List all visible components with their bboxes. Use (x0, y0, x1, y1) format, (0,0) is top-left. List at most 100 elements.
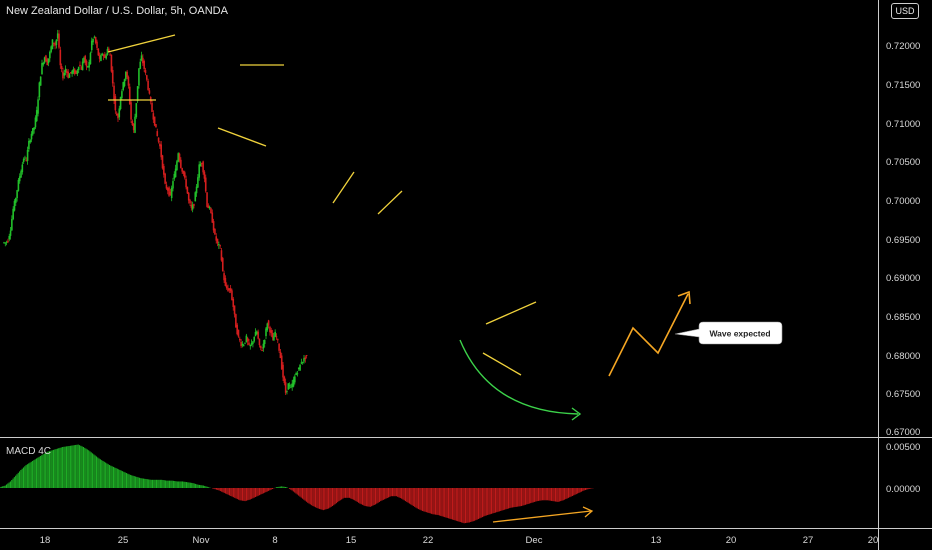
candle-up (296, 373, 299, 375)
candle-down (73, 69, 76, 74)
candle-up (71, 70, 73, 74)
macd-divergence-line (492, 510, 592, 523)
candle-down (25, 160, 28, 162)
candle-up (68, 74, 71, 78)
price-tick-label: 0.71000 (886, 119, 920, 130)
candle-up (249, 344, 252, 347)
candle-down (159, 143, 161, 147)
candle-down (142, 57, 144, 64)
candle-down (223, 273, 225, 281)
candle-up (299, 364, 301, 371)
candle-down (227, 287, 229, 291)
candle-down (98, 55, 101, 59)
candle-up (250, 342, 253, 345)
price-tick-label: 0.67500 (886, 389, 920, 400)
candle-down (232, 298, 235, 307)
candle-up (297, 367, 300, 370)
candle-down (110, 54, 113, 72)
candle-up (170, 187, 173, 199)
candle-up (87, 66, 89, 68)
candle-down (160, 144, 162, 158)
candle-up (3, 242, 5, 244)
candle-down (215, 236, 218, 241)
candle-up (119, 97, 122, 110)
candle-up (21, 164, 24, 173)
candle-down (163, 166, 165, 175)
candle-up (172, 181, 174, 189)
candle-up (100, 55, 102, 61)
price-tick-label: 0.70000 (886, 196, 920, 207)
candle-up (92, 38, 94, 43)
candle-up (83, 57, 85, 63)
candle-up (138, 68, 140, 86)
candle-down (66, 70, 68, 74)
candle-down (202, 161, 204, 173)
candle-up (241, 343, 244, 346)
candle-up (16, 190, 18, 199)
candle-down (237, 329, 240, 337)
candle-down (193, 204, 195, 206)
time-tick-label: 20 (868, 535, 879, 546)
candle-up (81, 61, 84, 71)
candle-up (77, 66, 80, 71)
price-tick-label: 0.67000 (886, 427, 920, 438)
candle-up (294, 376, 296, 383)
candle-down (131, 121, 134, 126)
price-tick-label: 0.70500 (886, 157, 920, 168)
candle-up (42, 62, 45, 65)
candle-down (220, 250, 223, 261)
candle-down (113, 85, 115, 101)
candle-up (24, 157, 26, 159)
candle-up (63, 72, 66, 76)
candle-down (152, 113, 155, 120)
candle-down (185, 179, 187, 188)
candle-down (187, 192, 190, 201)
candle-down (279, 351, 282, 359)
candle-up (29, 140, 31, 143)
candle-up (291, 383, 293, 388)
candle-up (28, 140, 30, 150)
candle-up (245, 335, 248, 342)
candle-down (258, 338, 261, 346)
candle-down (305, 355, 308, 357)
candle-up (292, 379, 295, 387)
candle-down (85, 60, 88, 67)
candle-down (157, 137, 160, 142)
candle-up (218, 244, 220, 246)
candle-up (9, 230, 12, 236)
candle-down (117, 113, 119, 119)
candle-down (102, 55, 105, 57)
candle-down (145, 75, 148, 80)
candle-down (283, 376, 286, 384)
candle-up (177, 153, 180, 162)
candle-down (228, 288, 231, 291)
candle-up (195, 186, 198, 194)
candle-down (278, 343, 280, 351)
candle-up (266, 323, 269, 331)
candle-up (191, 204, 194, 210)
candle-down (216, 238, 219, 244)
candle-down (204, 177, 207, 192)
candle-down (108, 48, 110, 52)
pattern-line (485, 301, 537, 325)
candle-down (155, 124, 157, 128)
candle-down (46, 59, 49, 66)
time-tick-label: Nov (193, 535, 210, 546)
candle-down (261, 350, 263, 352)
candle-down (271, 333, 274, 338)
candle-down (84, 55, 87, 63)
candle-down (189, 200, 191, 204)
candle-down (233, 305, 236, 315)
macd-pane (0, 444, 594, 524)
price-tick-label: 0.69000 (886, 273, 920, 284)
candle-up (198, 164, 200, 178)
candle-up (123, 79, 126, 87)
candle-up (89, 52, 92, 65)
candle-down (166, 188, 169, 191)
candle-up (34, 117, 37, 128)
currency-badge[interactable]: USD (891, 3, 919, 19)
projection-arrowhead (677, 290, 691, 305)
candle-down (186, 186, 189, 194)
wave-callout: Wave expected (674, 321, 783, 345)
